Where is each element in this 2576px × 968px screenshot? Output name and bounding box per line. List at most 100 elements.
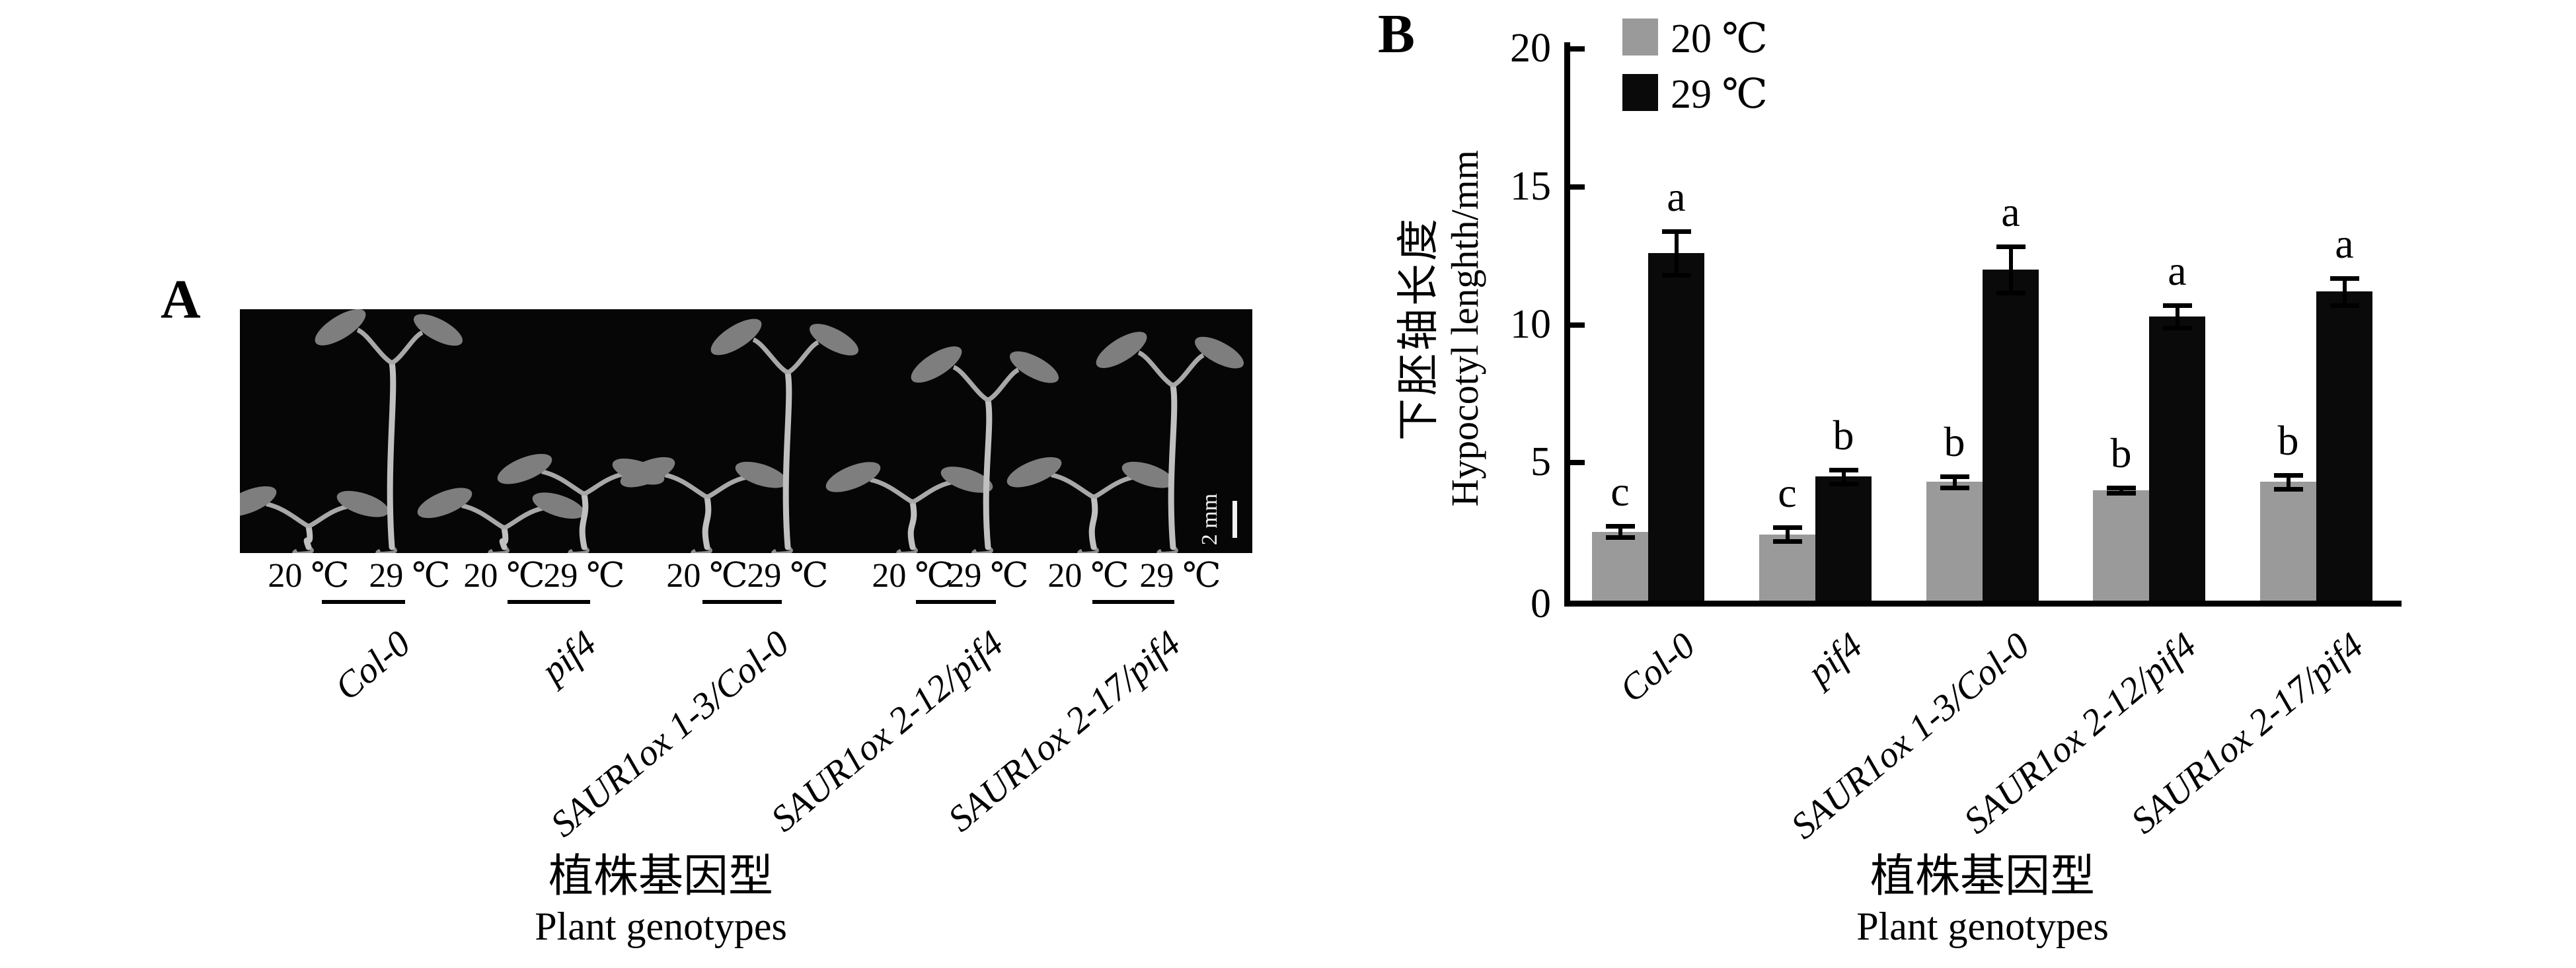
bar-20c-2 (1926, 482, 1983, 601)
error-bar-line (1618, 526, 1622, 537)
bar-29c-2 (1983, 270, 2039, 601)
a-underline-2 (702, 600, 782, 604)
panel-b-xaxis-title-en: Plant genotypes (1856, 905, 2109, 948)
sig-letter-29c-2: a (2001, 188, 2020, 235)
seedling (620, 457, 788, 555)
bar-29c-1 (1815, 476, 1872, 601)
error-bar-cap-top (1940, 474, 1969, 480)
y-tick-15 (1570, 184, 1585, 190)
error-bar-cap-bottom (2106, 491, 2136, 496)
error-bar-cap-bottom (2330, 303, 2359, 309)
legend-label-29c: 29 ℃ (1671, 72, 1768, 117)
y-tick-5 (1570, 460, 1585, 466)
error-bar-cap-top (1605, 524, 1635, 529)
error-bar-cap-bottom (1940, 485, 1969, 490)
error-bar-cap-bottom (1661, 273, 1691, 278)
y-tick-label-5: 5 (1531, 439, 1551, 485)
a-underline-4 (1092, 600, 1174, 604)
a-temp-label-8: 20 ℃ (1047, 557, 1129, 595)
b-xtick-label-1: pif4 (1799, 624, 1870, 694)
seedling (911, 346, 1059, 555)
bar-20c-3 (2093, 490, 2149, 601)
a-underline-0 (322, 600, 405, 604)
error-bar-cap-bottom (2162, 325, 2192, 330)
seedling (825, 462, 993, 555)
a-genotype-label-0: Col-0 (327, 622, 418, 709)
panel-a-label: A (161, 269, 201, 330)
sig-letter-20c-0: c (1610, 468, 1630, 515)
error-bar-line (2008, 246, 2013, 293)
error-bar-line (2175, 305, 2179, 328)
legend-label-20c: 20 ℃ (1671, 17, 1768, 61)
panel-b-xaxis-title-zh: 植株基因型 (1870, 851, 2096, 901)
y-tick-20 (1570, 46, 1585, 52)
error-bar-cap-bottom (1829, 481, 1858, 486)
a-temp-label-9: 29 ℃ (1139, 557, 1221, 595)
error-bar-cap-top (2106, 485, 2136, 490)
error-bar-cap-top (1772, 525, 1802, 531)
a-temp-label-5: 29 ℃ (747, 557, 829, 595)
y-tick-10 (1570, 322, 1585, 328)
y-tick-label-15: 15 (1510, 163, 1551, 209)
seedling (710, 318, 858, 555)
sig-letter-20c-4: b (2277, 417, 2299, 465)
error-bar-cap-top (1661, 229, 1691, 234)
a-underline-1 (508, 600, 590, 604)
scale-bar (1232, 501, 1237, 538)
error-bar-cap-top (1829, 467, 1858, 472)
sig-letter-29c-3: a (2168, 247, 2187, 295)
a-temp-label-2: 20 ℃ (463, 557, 545, 595)
scale-bar-label: 2 mm (1197, 493, 1222, 546)
sig-letter-20c-1: c (1778, 469, 1797, 517)
a-temp-label-0: 20 ℃ (268, 557, 350, 595)
a-temp-label-1: 29 ℃ (369, 557, 451, 595)
legend-swatch-29c (1622, 74, 1658, 111)
b-xtick-label-0: Col-0 (1612, 624, 1703, 711)
bar-29c-4 (2316, 291, 2372, 601)
error-bar-cap-top (2330, 276, 2359, 281)
a-temp-label-3: 29 ℃ (543, 557, 625, 595)
error-bar-line (1785, 527, 1790, 542)
seedling-photo: 2 mm (221, 309, 1252, 555)
panel-b-label: B (1378, 3, 1416, 65)
error-bar-line (2119, 487, 2123, 494)
legend-swatch-20c (1622, 19, 1658, 56)
a-temp-label-7: 29 ℃ (947, 557, 1029, 595)
error-bar-cap-bottom (1996, 291, 2026, 296)
seedlings-illustration (221, 309, 1244, 555)
seedling (417, 488, 585, 555)
sig-letter-20c-2: b (1944, 418, 1965, 466)
sig-letter-29c-0: a (1667, 172, 1686, 220)
error-bar-cap-bottom (1605, 535, 1635, 540)
a-underline-3 (916, 600, 996, 604)
y-tick-label-0: 0 (1531, 581, 1551, 626)
seedling (221, 486, 389, 555)
error-bar-cap-top (2162, 303, 2192, 309)
error-bar-line (1841, 469, 1846, 484)
error-bar-cap-bottom (2273, 486, 2303, 492)
seedling (315, 309, 463, 555)
bar-20c-4 (2260, 482, 2316, 601)
seedling (1096, 332, 1244, 555)
bar-20c-0 (1592, 531, 1648, 601)
y-tick-label-20: 20 (1510, 25, 1551, 71)
panel-a-xaxis-title-zh: 植株基因型 (548, 851, 774, 901)
error-bar-cap-top (2273, 473, 2303, 478)
bar-29c-3 (2149, 316, 2205, 601)
error-bar-line (1674, 231, 1679, 276)
sig-letter-20c-3: b (2110, 429, 2132, 476)
a-temp-label-4: 20 ℃ (666, 557, 748, 595)
y-tick-label-10: 10 (1510, 301, 1551, 347)
error-bar-cap-bottom (1772, 539, 1802, 544)
x-axis-line (1564, 601, 2402, 607)
sig-letter-29c-4: a (2335, 219, 2354, 267)
panel-a-xaxis-title-en: Plant genotypes (535, 905, 787, 948)
error-bar-line (2342, 278, 2347, 306)
bar-20c-1 (1759, 534, 1815, 601)
bar-29c-0 (1648, 252, 1704, 601)
seedling (1006, 457, 1174, 555)
a-genotype-label-1: pif4 (533, 622, 604, 692)
error-bar-cap-top (1996, 244, 2026, 249)
error-bar-line (2286, 475, 2291, 489)
